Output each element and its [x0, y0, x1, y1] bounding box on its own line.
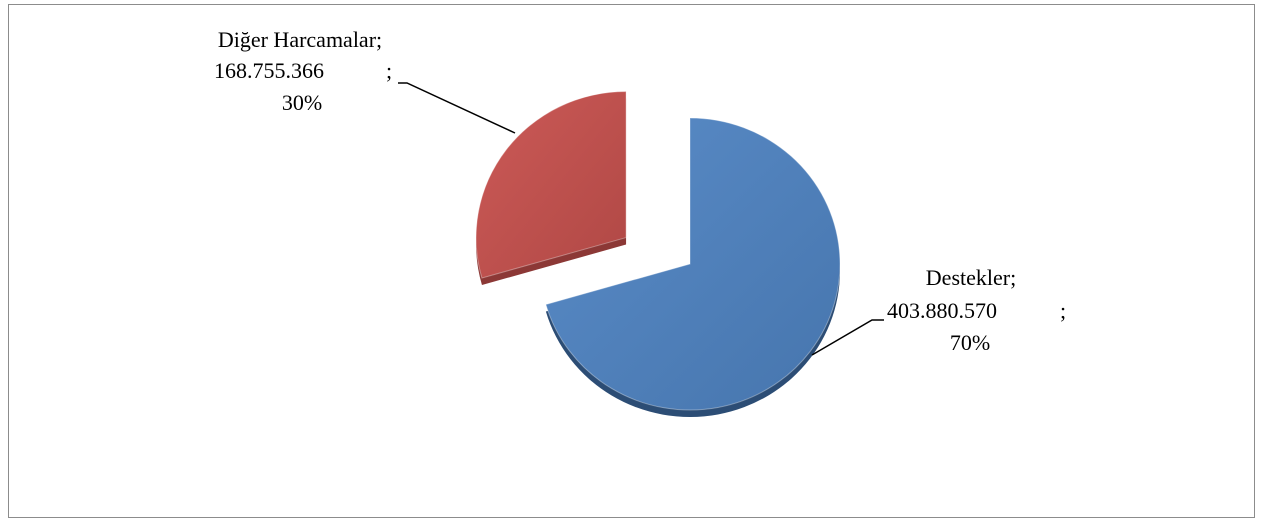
label-category-diger: Diğer Harcamalar; [218, 27, 382, 52]
pie-slice-di-er-harcamalar[interactable] [475, 91, 627, 279]
data-label-destekler: Destekler; 403.880.570 ; 70% [887, 265, 1066, 355]
label-value-diger: 168.755.366 [214, 58, 324, 83]
pie-slice-destekler[interactable] [545, 117, 841, 411]
label-percent-diger: 30% [282, 90, 322, 115]
label-category-destekler: Destekler; [926, 265, 1016, 290]
label-separator-diger: ; [386, 58, 392, 83]
label-separator-destekler: ; [1060, 298, 1066, 323]
chart-area [8, 4, 1255, 518]
data-label-diger-harcamalar: Diğer Harcamalar; 168.755.366 ; 30% [214, 27, 392, 115]
leader-line-destekler [811, 319, 884, 356]
label-value-destekler: 403.880.570 [887, 298, 997, 323]
label-percent-destekler: 70% [950, 330, 990, 355]
leader-line-diger-harcamalar [398, 82, 516, 134]
